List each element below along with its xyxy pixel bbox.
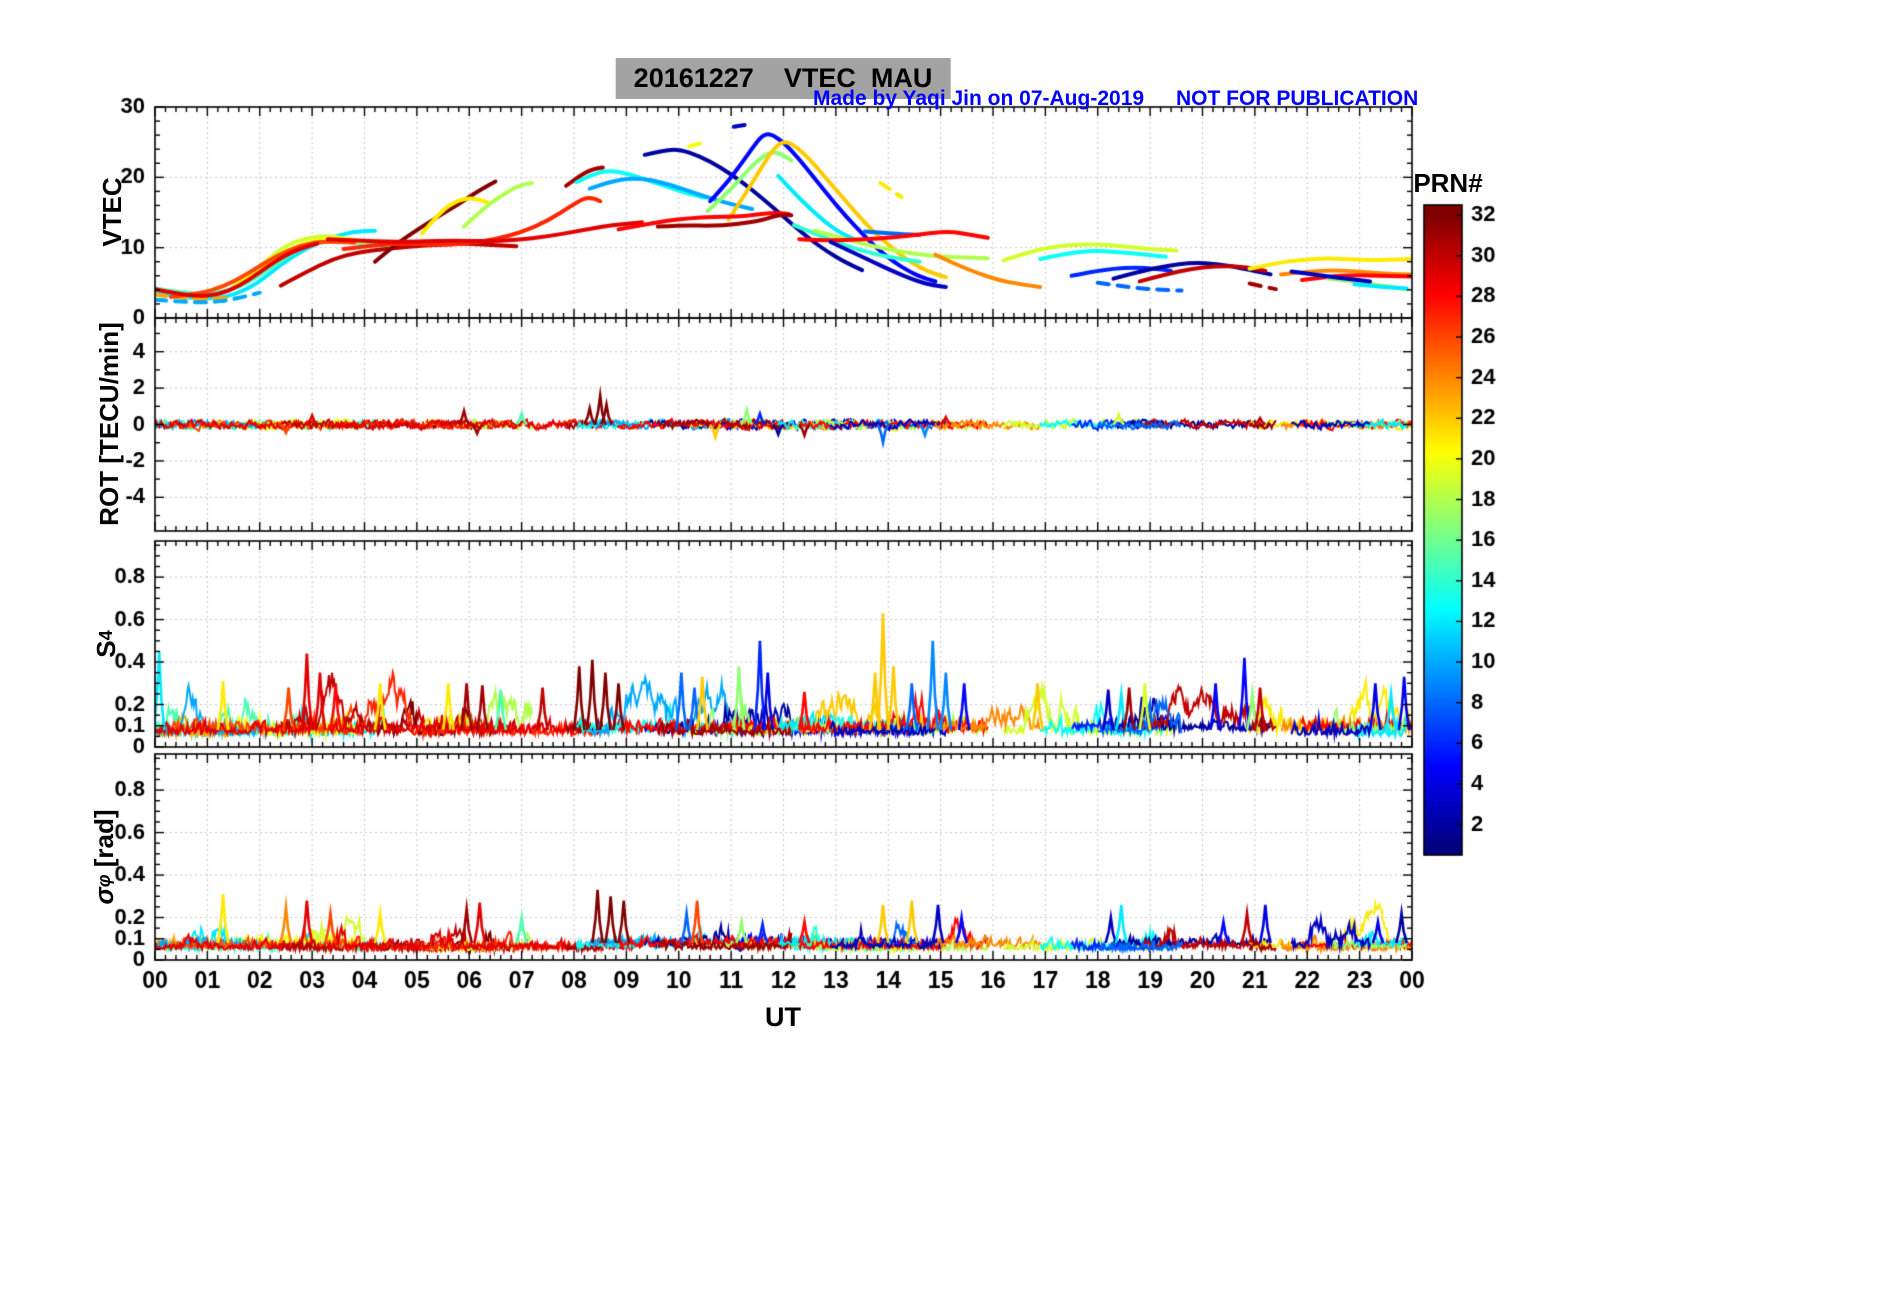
ut-axis-label: UT	[765, 1002, 801, 1032]
credit-note: Made by Yaqi Jin on 07-Aug-2019	[813, 87, 1145, 110]
s4-axis-label-sub: 4	[95, 630, 116, 641]
chart-title: 20161227 VTEC MAU	[615, 58, 951, 99]
colorbar-label: PRN#	[1413, 168, 1483, 198]
s4-axis-label-main: S	[90, 640, 121, 658]
sigma-axis-label-sub: φ	[93, 874, 114, 888]
sigma-axis-label-units: [rad]	[88, 809, 119, 875]
publication-warning: NOT FOR PUBLICATION	[1176, 87, 1419, 110]
sigma-axis-label-main: σ	[88, 887, 119, 905]
vtec-axis-label-text: VTEC	[96, 177, 127, 247]
